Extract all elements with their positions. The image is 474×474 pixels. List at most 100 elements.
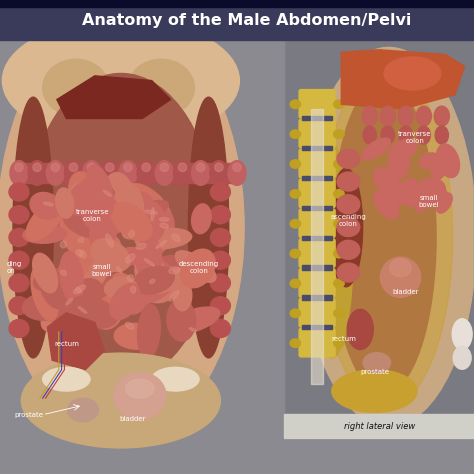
Ellipse shape: [9, 251, 29, 269]
Ellipse shape: [153, 255, 181, 275]
Ellipse shape: [102, 205, 127, 233]
Text: descending
colon: descending colon: [179, 261, 219, 274]
Ellipse shape: [90, 273, 117, 297]
Ellipse shape: [169, 291, 179, 301]
Ellipse shape: [133, 266, 178, 303]
Ellipse shape: [73, 285, 86, 294]
Ellipse shape: [61, 209, 86, 255]
Ellipse shape: [381, 126, 394, 144]
Ellipse shape: [80, 275, 109, 312]
Ellipse shape: [290, 219, 301, 228]
Ellipse shape: [9, 206, 29, 224]
Ellipse shape: [67, 398, 99, 422]
Bar: [19, 163, 237, 183]
Ellipse shape: [78, 307, 87, 313]
Ellipse shape: [374, 191, 399, 219]
Ellipse shape: [363, 126, 376, 144]
Text: Anatomy of the Male Abdomen/Pelvi: Anatomy of the Male Abdomen/Pelvi: [82, 13, 411, 28]
Ellipse shape: [111, 202, 152, 241]
Ellipse shape: [310, 145, 353, 358]
Bar: [0, 40, 268, 474]
Ellipse shape: [69, 172, 98, 218]
Ellipse shape: [75, 212, 106, 259]
Ellipse shape: [210, 228, 230, 246]
Ellipse shape: [48, 270, 81, 297]
Ellipse shape: [33, 253, 57, 293]
Text: tranverse
colon: tranverse colon: [76, 209, 109, 222]
Ellipse shape: [437, 193, 452, 213]
Ellipse shape: [390, 259, 411, 277]
FancyBboxPatch shape: [299, 179, 335, 208]
Ellipse shape: [228, 161, 246, 185]
Ellipse shape: [44, 270, 72, 297]
Ellipse shape: [33, 163, 41, 172]
Ellipse shape: [135, 256, 167, 291]
Ellipse shape: [384, 57, 441, 90]
Ellipse shape: [196, 163, 205, 172]
Ellipse shape: [362, 106, 377, 126]
Ellipse shape: [65, 296, 94, 333]
Bar: [302, 116, 332, 120]
Ellipse shape: [81, 177, 109, 228]
Ellipse shape: [290, 130, 301, 138]
Ellipse shape: [210, 297, 230, 315]
Ellipse shape: [43, 367, 90, 391]
Ellipse shape: [140, 210, 174, 257]
Bar: [302, 146, 332, 150]
Ellipse shape: [290, 160, 301, 168]
Text: small
bowel: small bowel: [419, 195, 439, 208]
Text: bladder: bladder: [392, 289, 419, 294]
Text: ascending
colon: ascending colon: [330, 214, 366, 227]
Ellipse shape: [380, 106, 395, 126]
Ellipse shape: [334, 249, 344, 258]
Ellipse shape: [127, 184, 172, 227]
Ellipse shape: [60, 252, 83, 303]
Ellipse shape: [392, 178, 416, 205]
Ellipse shape: [188, 97, 228, 358]
Ellipse shape: [334, 279, 344, 288]
Ellipse shape: [64, 161, 82, 185]
Ellipse shape: [417, 126, 430, 144]
Ellipse shape: [119, 161, 137, 185]
Text: right lateral view: right lateral view: [344, 422, 415, 430]
Ellipse shape: [334, 160, 344, 168]
Ellipse shape: [301, 47, 474, 427]
Ellipse shape: [80, 251, 86, 258]
Ellipse shape: [136, 228, 191, 249]
Ellipse shape: [9, 274, 29, 292]
Ellipse shape: [28, 161, 46, 185]
Bar: [0, 0, 474, 40]
Ellipse shape: [210, 206, 230, 224]
Ellipse shape: [334, 130, 344, 138]
Text: prostate: prostate: [14, 412, 43, 418]
Ellipse shape: [126, 254, 135, 263]
Ellipse shape: [43, 59, 109, 116]
Bar: [302, 295, 332, 300]
Ellipse shape: [399, 126, 412, 144]
Ellipse shape: [210, 251, 230, 269]
Ellipse shape: [363, 353, 391, 373]
Ellipse shape: [290, 279, 301, 288]
Ellipse shape: [137, 304, 160, 358]
Ellipse shape: [233, 163, 241, 172]
Ellipse shape: [337, 195, 360, 214]
Ellipse shape: [122, 209, 160, 239]
Ellipse shape: [144, 210, 157, 214]
Ellipse shape: [46, 161, 64, 185]
Ellipse shape: [160, 163, 169, 172]
Ellipse shape: [110, 283, 140, 319]
Ellipse shape: [347, 310, 374, 350]
Bar: [284, 40, 474, 438]
Ellipse shape: [337, 240, 360, 259]
Ellipse shape: [420, 187, 447, 206]
Ellipse shape: [362, 138, 390, 159]
Ellipse shape: [175, 251, 216, 282]
Ellipse shape: [172, 234, 180, 242]
Ellipse shape: [378, 178, 399, 202]
Ellipse shape: [334, 339, 344, 347]
Ellipse shape: [86, 165, 114, 218]
Ellipse shape: [73, 257, 100, 294]
Ellipse shape: [76, 287, 81, 293]
Bar: [302, 206, 332, 210]
Ellipse shape: [123, 247, 172, 277]
